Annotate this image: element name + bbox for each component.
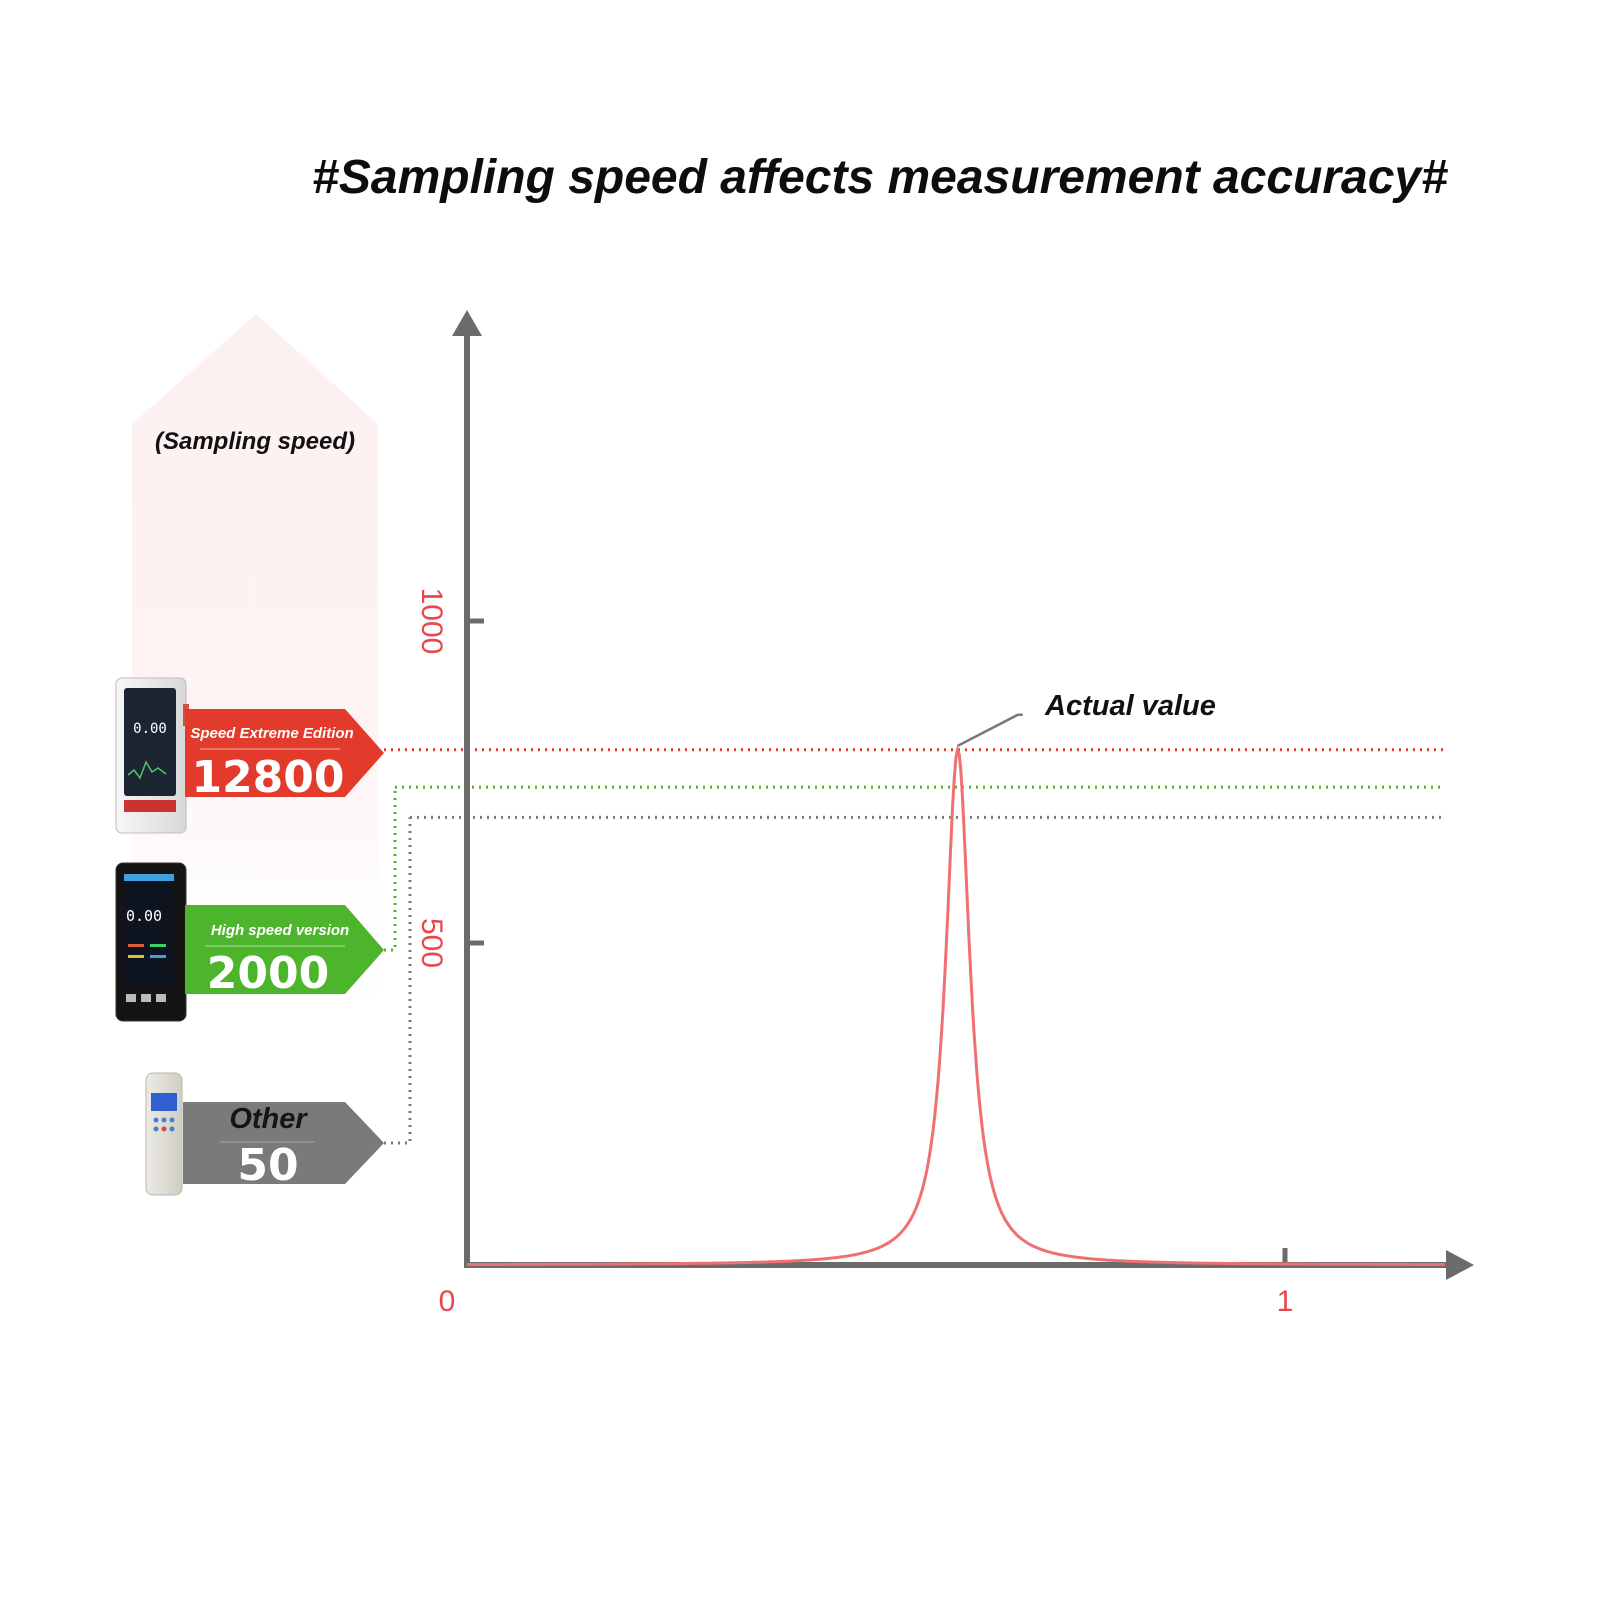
x-tick-label-1: 1 <box>1277 1285 1294 1318</box>
reference-connector-2000 <box>384 787 397 952</box>
x-tick-label-0: 0 <box>439 1285 456 1318</box>
device-image-high-speed: 0.00 <box>115 862 187 1022</box>
y-axis-arrow-icon <box>452 310 482 336</box>
tag-high-speed <box>185 905 384 994</box>
tag-speed-extreme-label: Speed Extreme Edition <box>190 725 353 742</box>
x-axis-arrow-icon <box>1446 1250 1474 1280</box>
sampling-speed-band <box>132 314 378 1050</box>
tag-high-speed-label: High speed version <box>211 922 349 939</box>
axis-ticks: 500 1000 0 1 <box>415 588 1293 1318</box>
annotation-leader-line <box>957 713 1023 747</box>
tag-speed-extreme-value: 12800 <box>191 752 344 803</box>
chart-title: #Sampling speed affects measurement accu… <box>312 151 1448 204</box>
device-other: Other 50 <box>145 1072 384 1196</box>
y-tick-label-500: 500 <box>415 918 448 968</box>
device-image-extreme: 0.00 <box>115 677 189 834</box>
device-image-other <box>145 1072 183 1196</box>
tag-other-label: Other <box>229 1103 308 1135</box>
svg-text:0.00: 0.00 <box>133 721 167 737</box>
device-high-speed: 0.00 High speed version 2000 <box>115 862 384 1022</box>
device-speed-extreme: 0.00 Speed Extreme Edition 12800 <box>115 677 384 834</box>
y-tick-label-1000: 1000 <box>415 588 448 655</box>
measurement-curve <box>467 744 1445 1266</box>
tag-high-speed-value: 2000 <box>207 948 329 999</box>
actual-value-annotation: Actual value <box>957 690 1216 747</box>
reference-lines <box>384 748 1445 1145</box>
tag-other-value: 50 <box>237 1140 298 1191</box>
sampling-speed-label: (Sampling speed) <box>155 428 355 455</box>
tag-speed-extreme <box>185 709 384 797</box>
reference-connector-50 <box>384 817 412 1145</box>
tag-other <box>183 1102 384 1184</box>
actual-value-label: Actual value <box>1044 690 1216 722</box>
svg-text:0.00: 0.00 <box>126 907 162 925</box>
